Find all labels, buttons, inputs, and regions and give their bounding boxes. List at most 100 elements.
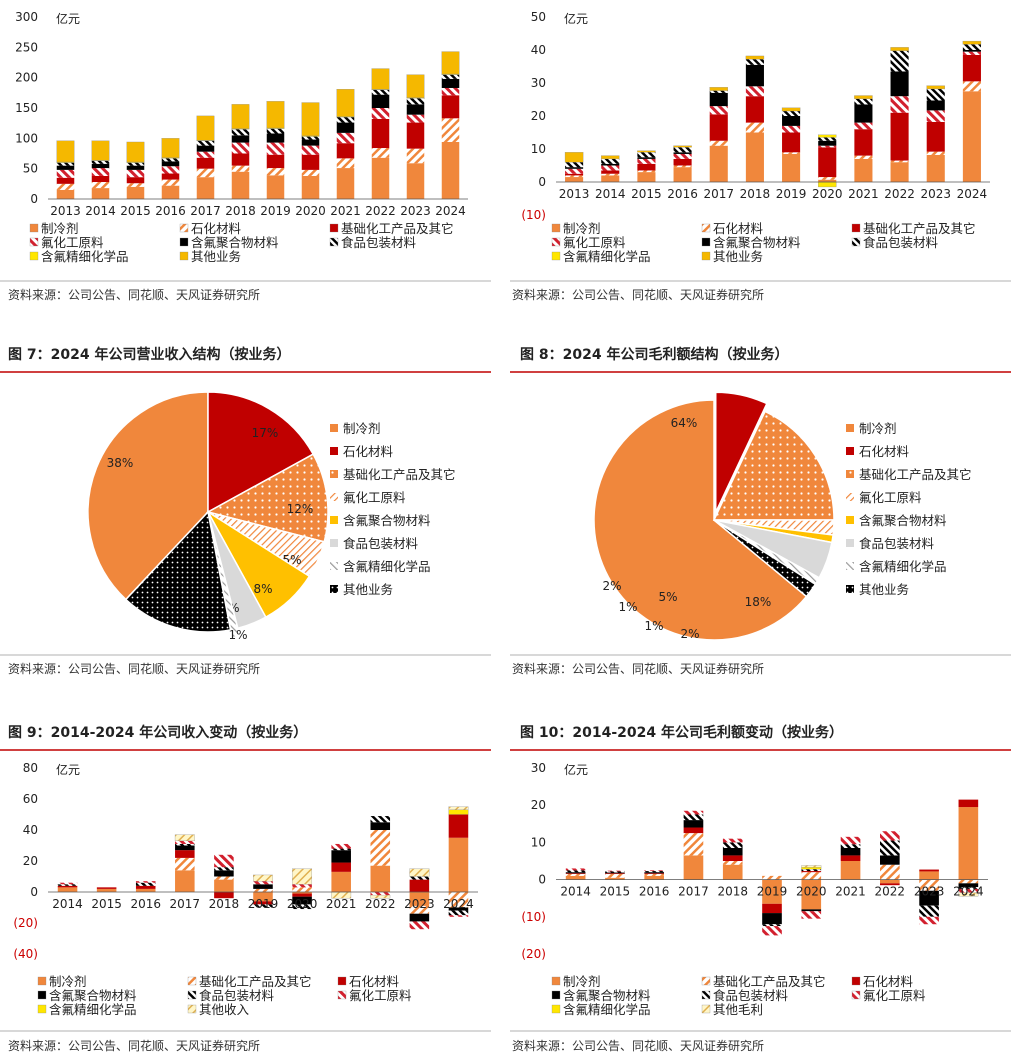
y-tick-label: 20	[531, 109, 546, 123]
legend-swatch-fine	[551, 1004, 561, 1014]
legend-label: 基础化工产品及其它	[713, 974, 826, 989]
legend-label: 食品包装材料	[859, 536, 935, 551]
legend-label: 含氟精细化学品	[343, 559, 431, 574]
bar-segment-ffr	[782, 125, 801, 133]
bar-segment-pet	[601, 173, 620, 176]
legend-swatch-fpo	[701, 237, 711, 247]
legend-label: 石化材料	[713, 221, 764, 236]
bar-segment-fpo	[722, 847, 743, 856]
x-tick-label: 2019	[248, 897, 279, 911]
bar-segment-fpo	[331, 850, 351, 863]
legend-swatch-bas	[846, 470, 854, 478]
bar-segment-ref	[605, 877, 625, 880]
x-tick-label: 2021	[835, 885, 866, 899]
bar-segment-pet	[91, 182, 110, 189]
legend-swatch-bas	[187, 976, 197, 986]
c6-bar-chart: (20) (10) 0 10 20 30 亿元 2014 2015 2016 2017 2018 201…	[521, 761, 988, 1017]
x-tick-label: 2014	[595, 187, 626, 201]
bar-segment-ffr	[331, 843, 351, 849]
bar-segment-food	[371, 89, 390, 95]
bar-segment-food	[673, 147, 692, 153]
bar-segment-bas	[370, 830, 391, 866]
x-tick-label: 2019	[757, 885, 788, 899]
y-tick-label: 40	[23, 823, 38, 837]
legend-swatch-food	[329, 237, 339, 247]
bar-segment-ffr	[762, 926, 782, 936]
legend-label: 制冷剂	[563, 974, 601, 989]
bar-segment-ffr	[126, 169, 145, 178]
x-tick-label: 2016	[130, 897, 161, 911]
legend-swatch-ffr	[551, 237, 561, 247]
bar-segment-food	[266, 128, 285, 134]
x-tick-label: 2017	[703, 187, 734, 201]
bar-segment-pet	[840, 855, 861, 861]
legend-swatch-fpo	[551, 990, 561, 1000]
bar-segment-ref	[406, 163, 425, 199]
y-tick-label: 30	[531, 76, 546, 90]
bar-segment-bas	[762, 875, 782, 880]
pie-slice-bas	[712, 410, 835, 521]
bar-segment-ffr	[818, 145, 837, 148]
bar-segment-pet	[722, 855, 743, 861]
bar-segment-food	[565, 870, 586, 873]
legend-label: 其他业务	[191, 249, 241, 264]
bar-segment-bas	[565, 874, 586, 876]
x-tick-label: 2024	[957, 187, 988, 201]
legend-label: 食品包装材料	[199, 988, 275, 1003]
bar-segment-fpo	[745, 64, 764, 87]
bar-segment-bas	[253, 888, 273, 892]
bar-segment-bas	[301, 154, 320, 170]
bar-segment-ref	[637, 172, 656, 182]
bar-segment-fpo	[56, 165, 75, 170]
bar-segment-bas	[605, 874, 625, 878]
bar-segment-bas	[709, 114, 728, 141]
y-tick-label: (20)	[13, 916, 38, 930]
x-tick-label: 2023	[920, 187, 951, 201]
bar-segment-food	[331, 848, 351, 851]
bar-segment-fpo	[441, 78, 460, 88]
c5-bar-chart: (40) (20) 0 20 40 60 80 亿元 2014 2015 2016 2017 2018 2…	[13, 761, 478, 1017]
legend-swatch-pet	[851, 976, 861, 986]
legend-label: 含氟精细化学品	[41, 249, 129, 264]
bar-segment-food	[126, 162, 145, 166]
bar-segment-oth	[801, 865, 822, 868]
bar-segment-pet	[196, 168, 215, 178]
legend-swatch-oth	[701, 251, 711, 261]
bar-segment-ref	[96, 888, 117, 892]
pie-slice-oth	[713, 519, 817, 598]
bar-segment-pet	[880, 883, 900, 886]
pie-label-fine: 1%	[228, 628, 247, 642]
bar-segment-fpo	[854, 104, 873, 123]
x-tick-label: 2015	[631, 187, 662, 201]
bar-segment-ffr	[644, 870, 664, 872]
x-tick-label: 2022	[884, 187, 915, 201]
y-tick-label: 50	[23, 162, 38, 176]
legend-swatch-food	[846, 539, 854, 547]
legend-swatch-fpo	[179, 237, 189, 247]
pie-slice-ref	[593, 399, 808, 641]
bar-segment-oth	[253, 874, 273, 882]
legend-swatch-pet	[330, 447, 338, 455]
bar-segment-food	[161, 158, 180, 162]
bar-segment-ref	[266, 175, 285, 199]
bar-segment-ffr	[336, 132, 355, 144]
x-tick-label: 2018	[225, 204, 256, 218]
bar-segment-bas	[880, 864, 900, 880]
pie-label-ref: 64%	[671, 416, 698, 430]
source-notes: 资料来源：公司公告、同花顺、天风证券研究所 资料来源：公司公告、同花顺、天风证券…	[0, 280, 1011, 1053]
bar-segment-fpo	[161, 161, 180, 167]
legend-label: 氟化工原料	[863, 988, 926, 1003]
bar-segment-ffr	[709, 106, 728, 115]
c1-bar-chart: 0 50 100 150 200 250 300 亿元 2013 2014 2015 2016 2017…	[15, 10, 468, 264]
bar-segment-ref	[331, 871, 351, 892]
y-tick-label: 10	[531, 142, 546, 156]
legend-label: 含氟精细化学品	[49, 1002, 137, 1017]
bar-segment-bas	[214, 876, 234, 880]
bar-segment-ffr	[175, 840, 195, 844]
bar-segment-food	[253, 904, 273, 908]
bar-segment-ffr	[196, 151, 215, 158]
bar-segment-bas	[854, 129, 873, 156]
bar-segment-food	[175, 843, 195, 846]
bar-segment-ffr	[266, 142, 285, 155]
bar-segment-ref	[854, 158, 873, 182]
